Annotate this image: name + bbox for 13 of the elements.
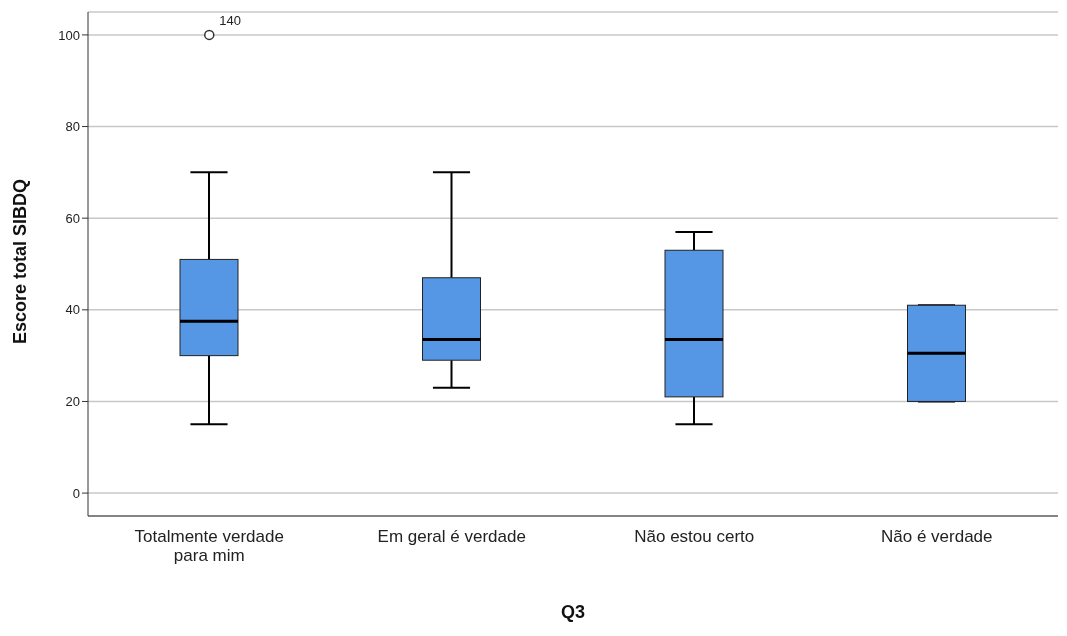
y-tick-label: 100 <box>58 27 80 43</box>
y-tick-label: 40 <box>65 302 80 318</box>
y-tick-label: 60 <box>65 210 80 226</box>
x-axis-title: Q3 <box>560 602 586 622</box>
annotation: 140 <box>219 12 241 28</box>
x-tick-label: Não é verdade <box>880 527 993 546</box>
x-tick-label: Não estou certo <box>634 527 755 546</box>
y-tick-label: 20 <box>65 394 80 410</box>
y-tick-label: 0 <box>72 485 80 501</box>
x-tick-label: Em geral é verdade <box>377 527 526 546</box>
y-axis-title: Escore total SIBDQ <box>10 178 31 344</box>
y-tick-label: 80 <box>65 119 80 135</box>
x-tick-label: Totalmente verdade para mim <box>134 527 284 565</box>
